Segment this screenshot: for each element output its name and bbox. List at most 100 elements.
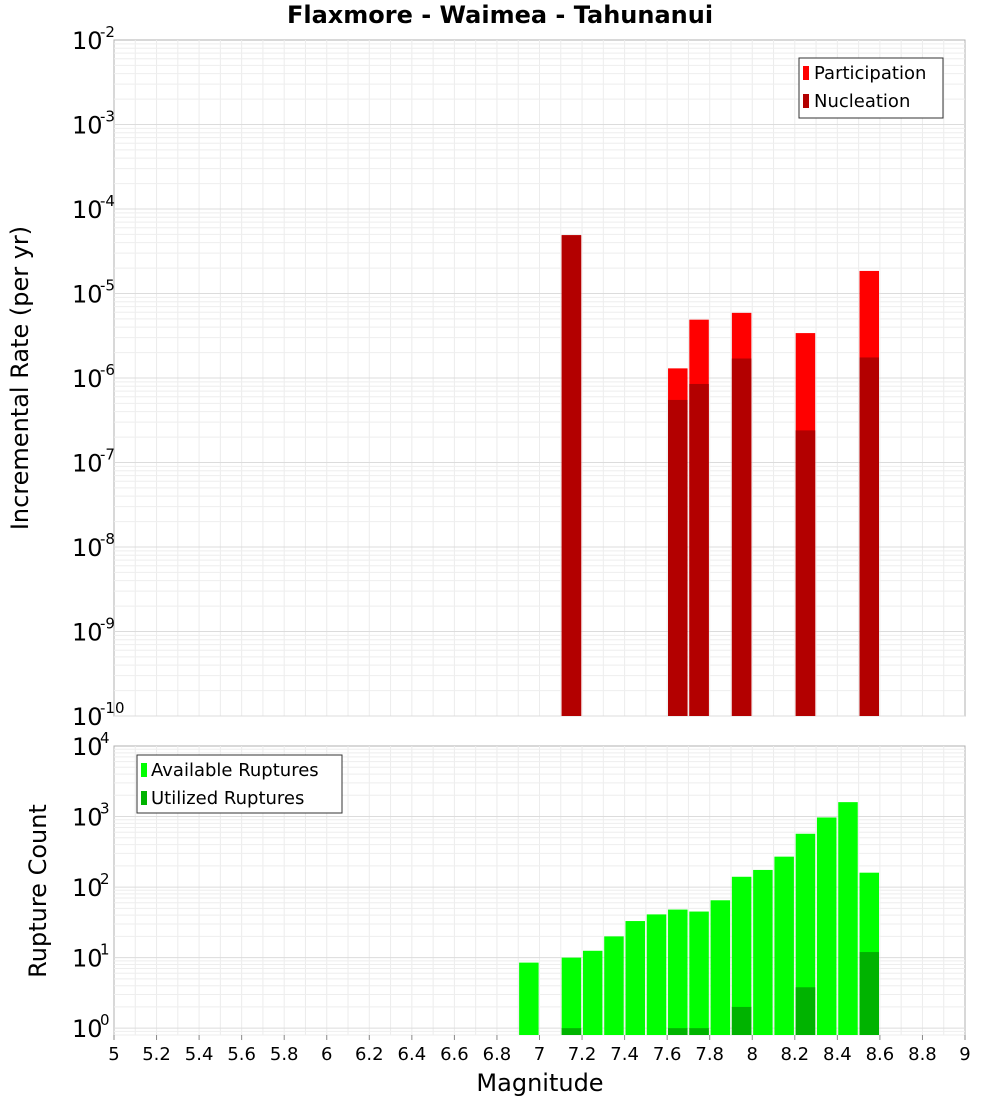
bottom-bar-utilized-ruptures <box>561 1028 582 1035</box>
bottom-bar-utilized-ruptures <box>731 1006 752 1035</box>
legend-swatch-participation <box>803 66 809 80</box>
bottom-bar-available-ruptures <box>646 914 667 1035</box>
top-y-tick-label: 10 <box>72 27 103 55</box>
top-y-tick-exponent: -7 <box>100 446 115 464</box>
bottom-bar-available-ruptures <box>561 957 582 1035</box>
bottom-bar-available-ruptures <box>731 876 752 1035</box>
top-y-tick-exponent: -5 <box>100 277 115 295</box>
legend-label-utilized: Utilized Ruptures <box>151 788 304 809</box>
top-y-tick-exponent: -4 <box>100 192 115 210</box>
top-y-tick-exponent: -3 <box>100 108 115 126</box>
bottom-y-tick-label: 10 <box>72 733 103 761</box>
x-tick-label: 8.6 <box>866 1044 895 1065</box>
bottom-bar-available-ruptures <box>838 802 858 1035</box>
bottom-bar-utilized-ruptures <box>689 1028 709 1035</box>
top-legend-box <box>798 57 944 119</box>
top-y-tick-exponent: -8 <box>100 530 115 548</box>
bottom-y-tick-exponent: 4 <box>100 729 110 747</box>
bottom-y-tick-exponent: 2 <box>100 870 110 888</box>
bottom-bar-available-ruptures <box>582 950 603 1035</box>
top-bar-nucleation <box>689 383 709 716</box>
top-y-tick-label: 10 <box>72 281 103 309</box>
bottom-bar-utilized-ruptures <box>795 987 816 1035</box>
bottom-bar-available-ruptures <box>753 869 773 1035</box>
chart-title: Flaxmore - Waimea - Tahunanui <box>287 1 713 29</box>
top-y-tick-label: 10 <box>72 703 103 731</box>
x-tick-label: 6.6 <box>440 1044 469 1065</box>
x-tick-label: 8 <box>747 1044 758 1065</box>
x-tick-label: 6.2 <box>355 1044 384 1065</box>
legend-label-nucleation: Nucleation <box>814 91 910 112</box>
bottom-legend: Available Ruptures Utilized Ruptures <box>136 754 343 814</box>
top-bar-nucleation <box>795 430 816 716</box>
x-tick-label: 5.2 <box>142 1044 171 1065</box>
bottom-bar-utilized-ruptures <box>859 952 880 1035</box>
top-y-tick-label: 10 <box>72 450 103 478</box>
top-y-axis-label: Incremental Rate (per yr) <box>6 226 34 530</box>
bottom-y-tick-label: 10 <box>72 945 103 973</box>
x-tick-label: 6.4 <box>398 1044 427 1065</box>
bottom-y-tick-exponent: 0 <box>100 1011 110 1029</box>
top-y-tick-label: 10 <box>72 196 103 224</box>
bottom-y-tick-label: 10 <box>72 874 103 902</box>
legend-swatch-utilized <box>141 791 147 805</box>
top-y-tick-exponent: -2 <box>100 23 115 41</box>
bottom-y-tick-exponent: 1 <box>100 941 110 959</box>
bottom-bar-utilized-ruptures <box>668 1028 688 1035</box>
top-bar-nucleation <box>859 357 880 716</box>
top-bar-nucleation <box>561 235 582 716</box>
x-axis-label: Magnitude <box>476 1069 603 1097</box>
top-legend: Participation Nucleation <box>798 57 944 119</box>
bottom-bar-available-ruptures <box>689 911 709 1035</box>
bottom-bar-available-ruptures <box>795 833 816 1035</box>
x-tick-label: 7.8 <box>695 1044 724 1065</box>
x-tick-label: 8.2 <box>780 1044 809 1065</box>
x-ticks: 5 5.2 5.4 5.6 5.8 6 6.2 6.4 6.6 6.8 7 7.2 7.4 7.6 7.8 8… <box>108 1035 971 1065</box>
top-y-tick-exponent: -10 <box>100 699 125 717</box>
x-tick-label: 6 <box>321 1044 332 1065</box>
top-y-tick-label: 10 <box>72 534 103 562</box>
bottom-y-tick-exponent: 3 <box>100 800 110 818</box>
bottom-bar-available-ruptures <box>668 909 688 1035</box>
x-tick-label: 8.4 <box>823 1044 852 1065</box>
top-y-tick-exponent: -6 <box>100 361 115 379</box>
legend-label-available: Available Ruptures <box>151 760 319 781</box>
bottom-bar-available-ruptures <box>519 962 539 1035</box>
x-tick-label: 5 <box>108 1044 119 1065</box>
top-bar-nucleation <box>731 358 752 716</box>
bottom-legend-box <box>136 754 343 814</box>
bottom-bar-available-ruptures <box>710 900 731 1035</box>
x-tick-label: 5.4 <box>185 1044 214 1065</box>
x-tick-label: 9 <box>959 1044 970 1065</box>
top-y-tick-label: 10 <box>72 112 103 140</box>
top-y-tick-exponent: -9 <box>100 615 115 633</box>
bottom-y-tick-label: 10 <box>72 804 103 832</box>
x-tick-label: 7.6 <box>653 1044 682 1065</box>
bottom-bars <box>519 802 880 1035</box>
bottom-y-tick-label: 10 <box>72 1015 103 1043</box>
x-tick-label: 7.2 <box>568 1044 597 1065</box>
x-tick-label: 8.8 <box>908 1044 937 1065</box>
bottom-bar-available-ruptures <box>604 936 624 1035</box>
top-y-tick-label: 10 <box>72 619 103 647</box>
x-tick-label: 6.8 <box>483 1044 512 1065</box>
x-tick-label: 7.4 <box>610 1044 639 1065</box>
top-grid <box>114 40 965 717</box>
top-bar-nucleation <box>668 399 688 716</box>
x-tick-label: 7 <box>534 1044 545 1065</box>
bottom-bar-available-ruptures <box>625 921 645 1035</box>
bottom-bar-available-ruptures <box>816 817 837 1035</box>
legend-swatch-available <box>141 763 147 777</box>
legend-label-participation: Participation <box>814 63 926 84</box>
bottom-y-axis-label: Rupture Count <box>24 804 52 978</box>
x-tick-label: 5.6 <box>227 1044 256 1065</box>
x-tick-label: 5.8 <box>270 1044 299 1065</box>
legend-swatch-nucleation <box>803 94 809 108</box>
bottom-bar-available-ruptures <box>774 856 794 1035</box>
top-y-tick-label: 10 <box>72 365 103 393</box>
